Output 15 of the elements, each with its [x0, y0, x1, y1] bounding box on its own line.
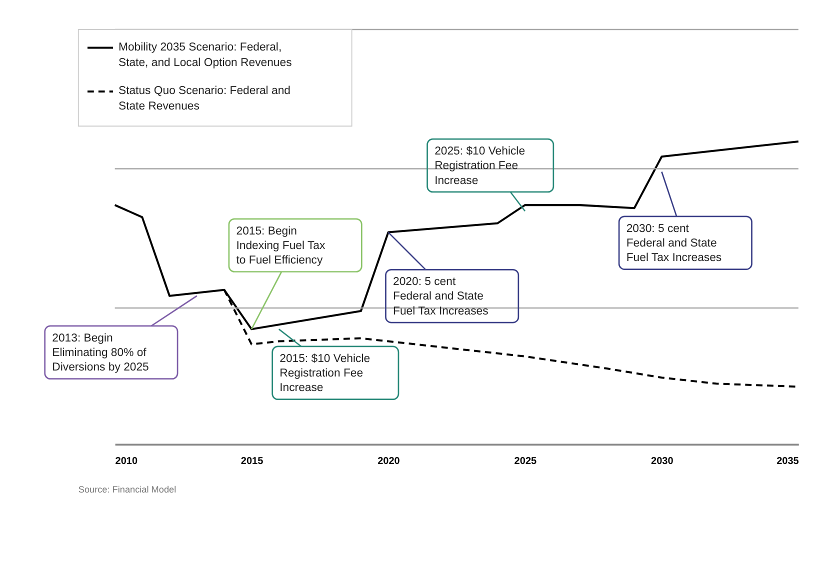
source-note: Source: Financial Model: [78, 484, 176, 495]
x-tick-label: 2010: [115, 456, 138, 467]
annotation: 2015: $10 Vehicle Registration Fee Increase: [280, 352, 370, 394]
annotation: 2025: $10 Vehicle Registration Fee Increase: [434, 146, 526, 187]
legend-label: Mobility 2035 Scenario: Federal, State, and Local Option Revenues: [118, 41, 292, 69]
x-tick-label: 2030: [651, 456, 674, 467]
x-tick-label: 2035: [776, 456, 800, 467]
annotation: 2013: Begin Eliminating 80% of Diversions by 2025: [52, 332, 149, 374]
annotation: 2015: Begin Indexing Fuel Tax to Fuel Efficiency: [236, 225, 326, 267]
annotation: 2020: 5 cent Federal and State Fuel Tax Increases: [393, 276, 489, 318]
annotation: 2030: 5 cent Federal and State Fuel Tax Increases: [626, 222, 722, 264]
legend-label: Status Quo Scenario: Federal and State Revenues: [118, 85, 290, 113]
x-tick-label: 2025: [514, 456, 538, 467]
x-tick-label: 2015: [240, 456, 264, 467]
x-tick-label: 2020: [378, 456, 400, 467]
